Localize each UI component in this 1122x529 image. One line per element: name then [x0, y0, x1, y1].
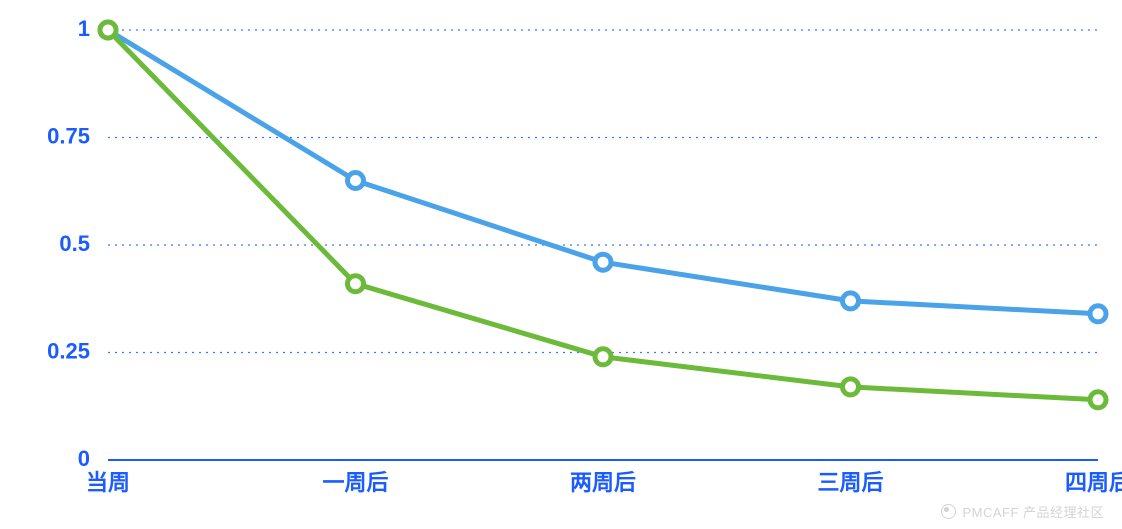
x-tick-label: 三周后: [817, 470, 883, 495]
x-tick-label: 一周后: [322, 470, 388, 495]
retention-line-chart: 0 0.25 0.5 0.75 1 当周 一周后 两周后 三周后 四周后: [0, 0, 1122, 529]
y-tick-label: 0.25: [47, 338, 90, 363]
series-marker-series-b: [348, 276, 364, 292]
series-marker-series-a: [595, 254, 611, 270]
x-tick-label: 两周后: [570, 470, 636, 495]
series-marker-series-b: [100, 22, 116, 38]
y-tick-label: 1: [78, 16, 90, 41]
series-marker-series-b: [843, 379, 859, 395]
y-tick-label: 0.75: [47, 123, 90, 148]
series-marker-series-a: [843, 293, 859, 309]
x-tick-label: 四周后: [1065, 470, 1122, 495]
series-line-series-b: [108, 30, 1098, 400]
chart-svg: 0 0.25 0.5 0.75 1 当周 一周后 两周后 三周后 四周后: [0, 0, 1122, 529]
y-tick-label: 0.5: [59, 231, 90, 256]
series-marker-series-b: [595, 349, 611, 365]
y-tick-label: 0: [78, 446, 90, 471]
series-marker-series-a: [1090, 306, 1106, 322]
x-tick-label: 当周: [86, 470, 130, 495]
series-marker-series-a: [348, 173, 364, 189]
series-marker-series-b: [1090, 392, 1106, 408]
